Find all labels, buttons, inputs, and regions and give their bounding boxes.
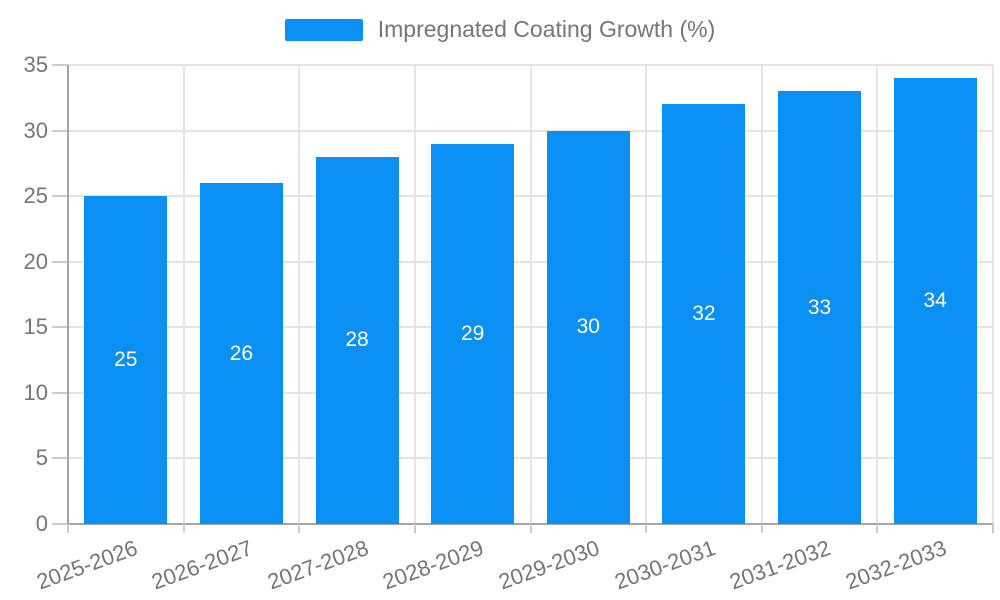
y-axis-tick — [52, 326, 68, 329]
y-axis-label: 25 — [23, 183, 48, 209]
bar-value-label: 28 — [345, 328, 369, 352]
bar[interactable]: 30 — [546, 130, 630, 524]
chart-legend[interactable]: Impregnated Coating Growth (%) — [0, 16, 1000, 43]
bar[interactable]: 34 — [893, 78, 977, 524]
bar[interactable]: 25 — [84, 196, 168, 524]
x-axis-label: 2025-2026 — [32, 535, 141, 595]
x-axis-tick — [645, 524, 648, 533]
x-gridline — [760, 65, 763, 524]
y-axis-tick — [52, 457, 68, 460]
y-axis-label: 10 — [23, 379, 48, 405]
x-gridline — [876, 65, 879, 524]
legend-label: Impregnated Coating Growth (%) — [377, 16, 716, 42]
x-axis-tick — [413, 524, 416, 533]
x-gridline — [645, 65, 648, 524]
x-gridline — [529, 65, 532, 524]
y-axis-label: 15 — [23, 314, 48, 340]
y-axis-label: 30 — [23, 117, 48, 143]
legend-swatch-icon — [284, 18, 363, 41]
y-axis-tick — [52, 523, 68, 525]
x-axis-tick — [298, 524, 301, 533]
x-axis-label: 2028-2029 — [379, 535, 488, 595]
x-axis-label: 2027-2028 — [264, 535, 372, 595]
x-axis-tick — [876, 524, 879, 533]
x-gridline — [182, 65, 185, 524]
x-gridline — [298, 65, 301, 524]
x-axis-tick — [67, 524, 69, 533]
bar-value-label: 32 — [692, 302, 716, 326]
x-axis-label: 2029-2030 — [495, 535, 603, 595]
y-axis-label: 20 — [23, 248, 48, 274]
x-axis-label: 2026-2027 — [148, 535, 256, 595]
y-axis-tick — [52, 129, 68, 132]
y-axis-tick — [52, 260, 68, 263]
bar[interactable]: 26 — [199, 183, 283, 524]
x-gridline — [413, 65, 416, 524]
x-gridline — [992, 65, 994, 524]
y-axis-tick — [52, 195, 68, 198]
y-axis-tick — [52, 391, 68, 394]
y-axis-tick — [52, 64, 68, 66]
bar-value-label: 29 — [461, 321, 485, 345]
x-axis-label: 2031-2032 — [726, 535, 835, 595]
bar[interactable]: 29 — [431, 143, 515, 524]
bar[interactable]: 32 — [662, 104, 746, 524]
x-axis-tick — [760, 524, 763, 533]
y-axis-label: 5 — [35, 445, 48, 471]
bar-value-label: 34 — [923, 289, 947, 313]
x-axis-tick — [992, 524, 994, 533]
x-axis-label: 2032-2033 — [842, 535, 950, 595]
bar-value-label: 33 — [807, 295, 832, 319]
y-axis-label: 35 — [23, 52, 48, 77]
bar[interactable]: 28 — [315, 156, 399, 524]
bar[interactable]: 33 — [778, 91, 862, 524]
bar-value-label: 30 — [576, 315, 600, 339]
bar-value-label: 25 — [114, 348, 138, 372]
y-axis-line — [67, 65, 69, 524]
x-axis-tick — [529, 524, 532, 533]
x-axis-label: 2030-2031 — [611, 535, 719, 595]
bar-value-label: 26 — [229, 341, 254, 365]
x-axis-tick — [182, 524, 185, 533]
y-axis-label: 0 — [35, 511, 48, 536]
